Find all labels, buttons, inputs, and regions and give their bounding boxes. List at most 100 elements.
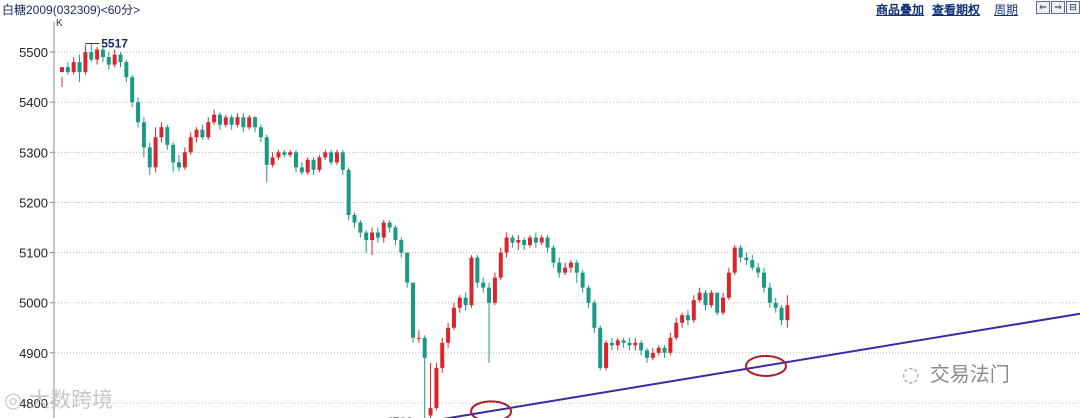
- candle-body: [446, 327, 451, 343]
- candle-body: [516, 240, 521, 243]
- candle-body: [194, 129, 199, 138]
- candles-group: [60, 43, 790, 418]
- candle-body: [510, 237, 515, 243]
- candle-body: [615, 340, 620, 346]
- y-tick-label: 5000: [19, 296, 48, 311]
- chart-title: 白糖2009(032309)<60分>: [2, 3, 141, 17]
- candle-body: [399, 240, 404, 253]
- candle-body: [411, 282, 415, 338]
- candle-body: [317, 157, 322, 170]
- high-label: 5517: [101, 37, 128, 51]
- candle-body: [77, 62, 82, 73]
- candle-body: [329, 152, 334, 163]
- view-options-link[interactable]: 查看期权: [932, 3, 981, 17]
- candle-body: [177, 162, 181, 168]
- candle-body: [756, 267, 761, 273]
- y-tick-label: 4900: [19, 346, 48, 361]
- period-link[interactable]: 周期: [994, 3, 1019, 17]
- candle-body: [633, 342, 638, 346]
- candle-body: [680, 315, 685, 323]
- candle-body: [141, 122, 146, 148]
- candle-body: [352, 214, 357, 223]
- collapse-icon[interactable]: ⊟: [1066, 1, 1080, 14]
- candle-body: [481, 282, 486, 288]
- candle-body: [574, 262, 579, 273]
- watermark-logo-icon: ◎: [4, 388, 23, 412]
- candle-body: [662, 347, 667, 353]
- candle-body: [305, 159, 310, 173]
- candle-body: [165, 127, 170, 145]
- candle-body: [223, 117, 228, 125]
- support-trendline: [442, 312, 1080, 418]
- watermark-right: ◌ 交易法门: [902, 358, 1010, 387]
- overlay-commodity-link[interactable]: 商品叠加: [876, 3, 925, 17]
- candle-body: [294, 152, 298, 168]
- candle-body: [492, 277, 497, 303]
- candle-body: [153, 137, 158, 168]
- candle-body: [65, 67, 70, 73]
- candle-body: [645, 350, 649, 358]
- candle-body: [785, 305, 790, 321]
- candle-body: [270, 157, 275, 165]
- candle-body: [89, 52, 94, 60]
- candle-body: [732, 247, 737, 273]
- candle-body: [469, 257, 474, 306]
- candle-body: [264, 137, 269, 165]
- candle-body: [188, 137, 193, 153]
- candle-body: [95, 49, 100, 60]
- candlestick-chart: 4800 4900 5000 5100 5200 5300 5400 5500 5517 47…: [19, 22, 1080, 418]
- candle-body: [609, 342, 614, 346]
- candle-body: [422, 337, 427, 358]
- candle-body: [557, 262, 562, 273]
- candle-body: [253, 117, 258, 128]
- candle-body: [387, 222, 392, 228]
- candle-body: [463, 297, 468, 306]
- candle-body: [504, 237, 509, 253]
- candle-body: [124, 62, 129, 78]
- candle-body: [346, 169, 351, 215]
- chart-header-bar: 白糖2009(032309)<60分> 商品叠加 查看期权 周期 ⇐ ⇒ ⊟: [0, 0, 1080, 17]
- candle-body: [235, 117, 240, 125]
- candle-body: [691, 300, 696, 321]
- candle-body: [364, 232, 369, 241]
- candle-body: [726, 272, 731, 298]
- wechat-icon: ◌: [902, 362, 920, 386]
- candle-body: [147, 147, 152, 168]
- circle-markers: [470, 354, 787, 418]
- scroll-right-icon[interactable]: ⇒: [1051, 1, 1065, 14]
- candle-body: [721, 297, 726, 313]
- candle-body: [159, 127, 164, 138]
- candle-body: [282, 152, 287, 155]
- candle-body: [738, 247, 743, 258]
- candle-body: [457, 297, 462, 308]
- candle-body: [656, 347, 661, 353]
- candle-body: [416, 337, 421, 339]
- touch-circle: [745, 354, 787, 377]
- candle-body: [71, 62, 76, 73]
- y-tick-label: 5500: [19, 45, 48, 60]
- candle-body: [539, 237, 544, 243]
- candle-body: [674, 322, 679, 338]
- y-axis-ticks: 4800 4900 5000 5100 5200 5300 5400 5500: [19, 45, 54, 411]
- candle-body: [130, 77, 135, 103]
- candle-body: [551, 247, 556, 263]
- candle-body: [639, 342, 644, 351]
- scroll-left-icon[interactable]: ⇐: [1036, 1, 1050, 14]
- y-tick-label: 5400: [19, 95, 48, 110]
- candle-body: [60, 67, 64, 73]
- candle-body: [247, 117, 252, 128]
- candle-body: [568, 262, 573, 268]
- watermark-left: ◎ 大数跨境: [4, 384, 113, 414]
- candle-body: [217, 114, 222, 125]
- candle-body: [405, 252, 410, 283]
- candle-body: [334, 152, 339, 163]
- candle-body: [358, 222, 363, 233]
- candle-body: [434, 367, 439, 408]
- low-label: 4762: [386, 415, 413, 418]
- candle-body: [750, 260, 755, 268]
- candle-body: [323, 152, 328, 158]
- y-tick-label: 5100: [19, 246, 48, 261]
- candle-body: [744, 257, 749, 261]
- candle-body: [709, 292, 714, 306]
- candle-body: [212, 114, 217, 123]
